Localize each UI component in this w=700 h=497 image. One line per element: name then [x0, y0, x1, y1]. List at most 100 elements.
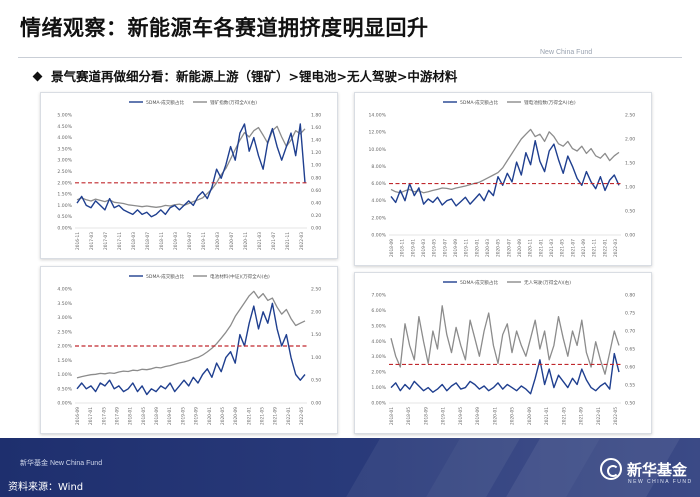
right-tick-label: 0.75: [625, 311, 635, 317]
x-tick-label: 2022-03: [299, 232, 305, 250]
series-line-index: [76, 290, 306, 379]
right-tick-label: 0.60: [625, 365, 635, 371]
x-tick-label: 2019-01: [410, 239, 416, 257]
right-tick-label: 0.70: [625, 329, 635, 335]
x-tick-label: 2017-05: [101, 407, 107, 425]
brand-tagline: New China Fund: [540, 49, 593, 56]
right-tick-label: 1.60: [311, 125, 321, 131]
x-tick-label: 2020-07: [229, 232, 235, 250]
right-tick-label: 2.50: [625, 113, 635, 119]
x-tick-label: 2021-03: [257, 232, 263, 250]
left-tick-label: 7.00%: [371, 293, 386, 299]
x-tick-label: 2016-11: [75, 232, 81, 250]
right-tick-label: 0.60: [311, 188, 321, 194]
chart-autonomous-driving: 5DMA-成交额占比 无人驾驶(万得全A)(右) 7.00% 6.00% 5.00% 4.…: [371, 279, 635, 425]
brand-logo-icon: [600, 458, 622, 480]
left-tick-label: 5.00%: [57, 113, 72, 119]
left-tick-label: 1.50%: [57, 192, 72, 198]
x-tick-label: 2019-11: [464, 239, 470, 257]
left-tick-label: 10.00%: [368, 147, 386, 153]
right-tick-label: 0.50: [625, 401, 635, 407]
x-tick-label: 2021-05: [560, 239, 566, 257]
logo-text: 新华基金: [627, 461, 688, 479]
right-tick-label: 0.50: [625, 209, 635, 215]
right-tick-label: 1.50: [625, 161, 635, 167]
x-tick-label: 2017-11: [117, 232, 123, 250]
legend-label: 锂矿指数(万得全A)(右): [210, 99, 257, 106]
x-tick-label: 2020-07: [506, 239, 512, 257]
legend-label: 5DMA-成交额占比: [146, 99, 184, 106]
x-tick-label: 2022-01: [602, 239, 608, 257]
x-tick-label: 2018-07: [145, 232, 151, 250]
footer-band: [0, 438, 700, 497]
x-tick-label: 2017-01: [88, 407, 94, 425]
legend-label: 5DMA-成交额占比: [460, 99, 498, 106]
x-tick-label: 2019-05: [458, 407, 464, 425]
x-tick-label: 2019-05: [180, 407, 186, 425]
x-tick-label: 2019-05: [432, 239, 438, 257]
left-tick-label: 4.00%: [371, 339, 386, 345]
x-tick-label: 2019-11: [201, 232, 207, 250]
left-tick-label: 0.50%: [57, 386, 72, 392]
left-tick-label: 6.00%: [371, 181, 386, 187]
x-tick-label: 2016-09: [75, 407, 81, 425]
left-tick-label: 2.00%: [57, 180, 72, 186]
x-tick-label: 2020-11: [528, 239, 534, 257]
x-tick-label: 2018-09: [154, 407, 160, 425]
x-tick-label: 2018-11: [159, 232, 165, 250]
x-tick-label: 2019-03: [173, 232, 179, 250]
left-tick-label: 3.00%: [57, 158, 72, 164]
x-tick-label: 2018-01: [389, 407, 395, 425]
left-tick-label: 4.50%: [57, 124, 72, 130]
left-tick-label: 0.00%: [371, 233, 386, 239]
x-tick-label: 2021-11: [592, 239, 598, 257]
x-tick-label: 2020-01: [474, 239, 480, 257]
x-tick-label: 2019-01: [167, 407, 173, 425]
left-tick-label: 2.00%: [371, 370, 386, 376]
x-tick-label: 2020-05: [496, 239, 502, 257]
right-tick-label: 1.00: [625, 185, 635, 191]
x-tick-label: 2018-09: [389, 239, 395, 257]
right-tick-label: 1.20: [311, 150, 321, 156]
x-tick-label: 2022-05: [299, 407, 305, 425]
right-tick-label: 0.40: [311, 200, 321, 206]
right-tick-label: 1.00: [311, 355, 321, 361]
x-tick-label: 2021-09: [273, 407, 279, 425]
right-tick-label: 0.55: [625, 383, 635, 389]
left-tick-label: 12.00%: [368, 130, 386, 136]
left-tick-label: 0.00%: [57, 401, 72, 407]
left-tick-label: 3.50%: [57, 301, 72, 307]
right-tick-label: 2.00: [625, 137, 635, 143]
left-tick-label: 0.00%: [371, 401, 386, 407]
x-tick-label: 2021-01: [246, 407, 252, 425]
right-tick-label: 2.00: [311, 309, 321, 315]
x-tick-label: 2021-01: [538, 239, 544, 257]
left-tick-label: 1.50%: [57, 358, 72, 364]
x-tick-label: 2020-09: [517, 239, 523, 257]
legend-label: 电池材料(中证)(万得全A)(右): [210, 273, 270, 280]
x-tick-label: 2021-05: [259, 407, 265, 425]
chart-upstream-lithium: 5DMA-成交额占比 锂矿指数(万得全A)(右) 5.00% 4.50% 4.00% 3.…: [57, 99, 321, 250]
legend-label: 无人驾驶(万得全A)(右): [524, 279, 571, 286]
x-tick-label: 2022-01: [286, 407, 292, 425]
right-tick-label: 1.00: [311, 163, 321, 169]
left-tick-label: 4.00%: [57, 135, 72, 141]
x-tick-label: 2020-05: [220, 407, 226, 425]
x-tick-label: 2020-09: [233, 407, 239, 425]
x-tick-label: 2022-03: [613, 239, 619, 257]
x-tick-label: 2021-07: [271, 232, 277, 250]
x-tick-label: 2020-03: [485, 239, 491, 257]
x-tick-label: 2020-03: [215, 232, 221, 250]
chart-panel-upstream-lithium: 5DMA-成交额占比 锂矿指数(万得全A)(右) 5.00% 4.50% 4.00% 3.…: [40, 92, 338, 259]
legend-label: 5DMA-成交额占比: [146, 273, 184, 280]
logo-subtext: NEW CHINA FUND: [628, 479, 693, 485]
series-line-turnover: [390, 352, 620, 395]
x-tick-label: 2018-11: [400, 239, 406, 257]
x-tick-label: 2017-03: [89, 232, 95, 250]
right-tick-label: 2.50: [311, 287, 321, 293]
right-tick-label: 0.00: [311, 401, 321, 407]
left-tick-label: 2.50%: [57, 329, 72, 335]
left-tick-label: 3.00%: [371, 354, 386, 360]
chart-panel-lithium-battery: 5DMA-成交额占比 锂电池指数(万得全A)(右) 14.00% 12.00% 10.0…: [354, 92, 652, 266]
chart-panel-midstream-materials: 5DMA-成交额占比 电池材料(中证)(万得全A)(右) 4.00% 3.50% 3.0…: [40, 266, 338, 434]
